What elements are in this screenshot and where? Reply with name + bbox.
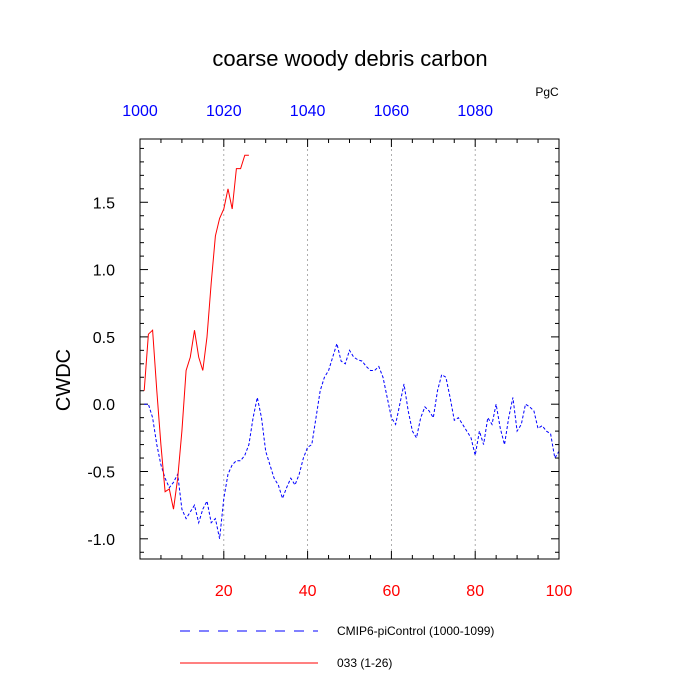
grid-lines xyxy=(223,139,476,559)
left-tick-label: -0.5 xyxy=(87,465,115,482)
bottom-tick-label: 60 xyxy=(383,583,401,600)
left-tick-label: 0.5 xyxy=(93,330,115,347)
plot-frame xyxy=(139,138,560,560)
left-tick-label: 1.0 xyxy=(93,263,115,280)
left-tick-label: -1.0 xyxy=(87,532,115,549)
y-axis-label: CWDC xyxy=(53,349,75,411)
bottom-tick-label: 100 xyxy=(546,583,573,600)
series-line-033 xyxy=(143,154,249,510)
bottom-tick-label: 40 xyxy=(299,583,317,600)
top-tick-label: 1060 xyxy=(374,103,410,120)
series-group xyxy=(143,154,560,539)
units-label: PgC xyxy=(535,85,559,99)
series-line-picontrol xyxy=(144,341,560,539)
axis-ticks: 20 40 60 80 100 1000 1020 1040 1060 1080 -1.0 -0.5 0… xyxy=(87,103,572,600)
legend-label: CMIP6-piControl (1000-1099) xyxy=(337,624,494,638)
chart-title: coarse woody debris carbon xyxy=(212,46,487,71)
legend-label: 033 (1-26) xyxy=(337,656,392,670)
bottom-tick-label: 80 xyxy=(466,583,484,600)
top-tick-label: 1000 xyxy=(122,103,158,120)
top-tick-label: 1080 xyxy=(457,103,493,120)
bottom-tick-label: 20 xyxy=(215,583,233,600)
legend: CMIP6-piControl (1000-1099) 033 (1-26) xyxy=(180,624,494,670)
left-tick-label: 1.5 xyxy=(93,195,115,212)
top-tick-label: 1040 xyxy=(290,103,326,120)
top-tick-label: 1020 xyxy=(206,103,242,120)
left-tick-label: 0.0 xyxy=(93,397,115,414)
